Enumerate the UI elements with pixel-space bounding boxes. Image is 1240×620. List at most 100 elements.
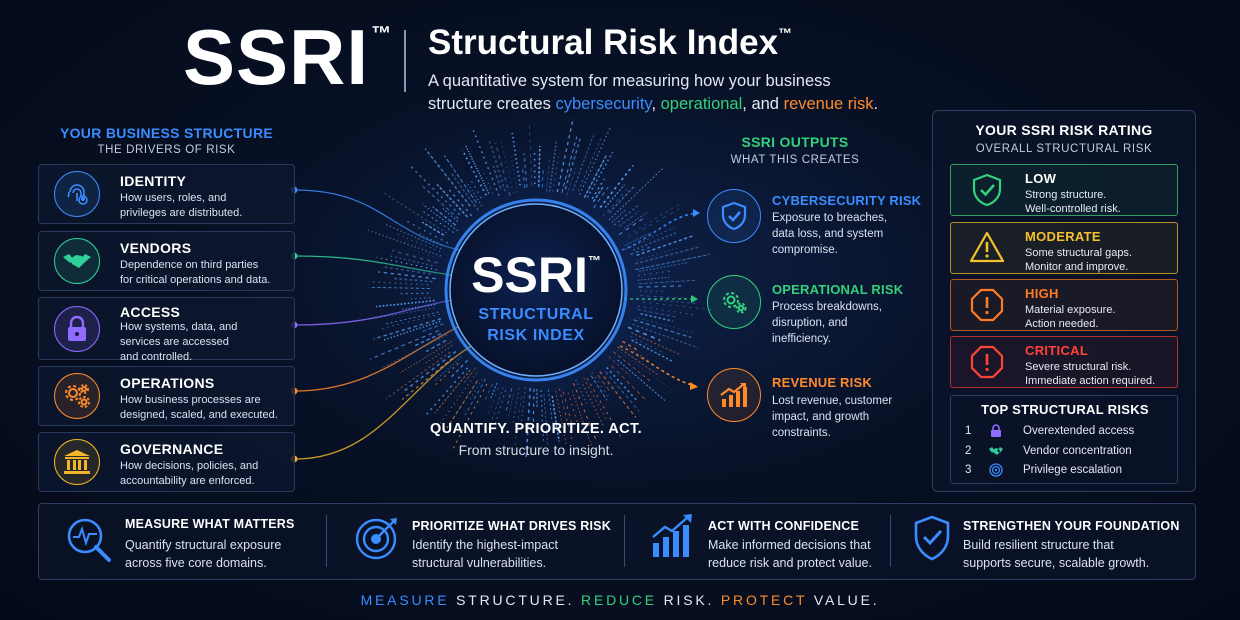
burst-ray bbox=[513, 396, 522, 451]
burst-ray bbox=[376, 256, 438, 271]
outputs-heading: SSRI OUTPUTS bbox=[741, 134, 849, 150]
top-risk-row[interactable]: 3 Privilege escalation bbox=[965, 463, 1123, 477]
rating-level-title: HIGH bbox=[1025, 286, 1059, 301]
burst-ray bbox=[545, 157, 551, 192]
driver-card-identity[interactable]: IDENTITY How users, roles, and privileges… bbox=[38, 164, 295, 224]
rating-level-desc: Material exposure. Action needed. bbox=[1025, 304, 1116, 330]
burst-ray bbox=[375, 299, 435, 308]
burst-ray bbox=[378, 271, 436, 280]
burst-ray bbox=[528, 122, 533, 186]
handshake-icon bbox=[989, 447, 1003, 455]
footer-tagline: MEASURE STRUCTURE. REDUCE RISK. PROTECT … bbox=[360, 592, 880, 608]
burst-ray bbox=[537, 145, 541, 187]
burst-ray bbox=[575, 379, 588, 404]
burst-ray bbox=[532, 388, 535, 426]
driver-desc: How systems, data, and services are acces… bbox=[120, 321, 238, 363]
top-risks-box: TOP STRUCTURAL RISKS 1 Overextended acce… bbox=[950, 395, 1178, 484]
burst-ray bbox=[583, 377, 607, 421]
burst-ray bbox=[400, 304, 436, 311]
burst-ray bbox=[421, 322, 445, 333]
output-title-revenue: REVENUE RISK bbox=[772, 375, 872, 390]
output-desc-revenue: Lost revenue, customer impact, and growth… bbox=[772, 395, 893, 439]
shield-check-icon bbox=[914, 515, 950, 561]
rating-high[interactable]: HIGH Material exposure. Action needed. bbox=[950, 279, 1178, 331]
burst-ray bbox=[552, 154, 560, 192]
burst-ray bbox=[632, 232, 676, 251]
burst-ray bbox=[407, 297, 431, 300]
burst-ray bbox=[592, 185, 605, 203]
driver-card-governance[interactable]: GOVERNANCE How decisions, policies, and a… bbox=[38, 432, 295, 492]
burst-ray bbox=[484, 383, 493, 402]
driver-title: ACCESS bbox=[120, 304, 181, 320]
burst-ray bbox=[604, 371, 640, 412]
burst-ray bbox=[487, 386, 504, 432]
shield-check-icon bbox=[972, 173, 1002, 207]
burst-ray bbox=[487, 387, 499, 417]
top-risk-row[interactable]: 2 Vendor concentration bbox=[965, 445, 1132, 457]
burst-ray bbox=[547, 389, 553, 423]
burst-ray bbox=[424, 148, 471, 207]
burst-ray bbox=[407, 163, 461, 216]
risk-rating-panel bbox=[932, 110, 1196, 492]
driver-card-operations[interactable]: OPERATIONS How business processes are des… bbox=[38, 366, 295, 426]
burst-ray bbox=[434, 369, 471, 414]
burst-ray bbox=[618, 217, 645, 235]
burst-ray bbox=[510, 156, 519, 193]
burst-ray bbox=[488, 141, 506, 192]
burst-ray bbox=[505, 388, 513, 413]
burst-ray bbox=[421, 185, 459, 220]
burst-ray bbox=[608, 356, 631, 377]
burst-ray bbox=[613, 351, 651, 382]
burst-ray bbox=[556, 117, 574, 193]
benefit-desc: Identify the highest-impact structural vu… bbox=[412, 538, 558, 570]
burst-ray bbox=[401, 350, 457, 394]
top-risk-row[interactable]: 1 Overextended access bbox=[965, 424, 1135, 437]
benefit-title: PRIORITIZE WHAT DRIVES RISK bbox=[412, 519, 611, 533]
driver-desc: How decisions, policies, and accountabili… bbox=[120, 460, 259, 487]
driver-card-vendors[interactable]: VENDORS Dependence on third parties for c… bbox=[38, 231, 295, 291]
burst-ray bbox=[630, 336, 662, 353]
burst-ray bbox=[604, 184, 625, 208]
burst-ray bbox=[521, 168, 526, 189]
burst-ray bbox=[443, 155, 477, 203]
driver-title: VENDORS bbox=[120, 240, 192, 256]
burst-ray bbox=[637, 309, 676, 318]
core-tagline-sub: From structure to insight. bbox=[458, 442, 614, 458]
rating-low[interactable]: LOW Strong structure. Well-controlled ris… bbox=[950, 164, 1178, 216]
burst-ray bbox=[391, 249, 438, 264]
rating-level-desc: Strong structure. Well-controlled risk. bbox=[1025, 189, 1121, 215]
burst-ray bbox=[640, 312, 673, 322]
rating-subheading: OVERALL STRUCTURAL RISK bbox=[975, 143, 1153, 155]
burst-ray bbox=[551, 395, 560, 442]
burst-ray bbox=[471, 127, 500, 196]
burst-ray bbox=[555, 391, 567, 447]
burst-ray bbox=[395, 233, 441, 252]
burst-ray bbox=[507, 394, 514, 419]
core-tagline: QUANTIFY. PRIORITIZE. ACT. bbox=[429, 421, 643, 437]
burst-ray bbox=[627, 326, 661, 342]
rating-level-desc: Severe structural risk. Immediate action … bbox=[1025, 361, 1156, 387]
burst-ray bbox=[564, 138, 581, 190]
burst-ray bbox=[617, 359, 666, 401]
handshake-icon bbox=[54, 238, 100, 284]
gears-icon bbox=[54, 373, 100, 419]
rating-level-title: CRITICAL bbox=[1025, 343, 1089, 358]
driver-card-access[interactable]: ACCESS How systems, data, and services ar… bbox=[38, 297, 295, 363]
rating-critical[interactable]: CRITICAL Severe structural risk. Immediat… bbox=[950, 336, 1178, 388]
burst-ray bbox=[608, 167, 664, 221]
burst-ray bbox=[393, 277, 433, 283]
burst-ray bbox=[624, 231, 652, 247]
burst-ray bbox=[401, 357, 453, 400]
burst-ray bbox=[623, 211, 648, 229]
driver-desc: How users, roles, and privileges are dist… bbox=[120, 192, 243, 219]
brand-logo: SSRI ™ bbox=[183, 13, 393, 101]
burst-ray bbox=[541, 168, 544, 188]
burst-ray bbox=[368, 280, 429, 286]
driver-title: GOVERNANCE bbox=[120, 441, 224, 457]
benefit-title: ACT WITH CONFIDENCE bbox=[708, 519, 860, 533]
burst-ray bbox=[493, 390, 507, 429]
burst-ray bbox=[633, 319, 692, 339]
rating-moderate[interactable]: MODERATE Some structural gaps. Monitor an… bbox=[950, 222, 1178, 274]
burst-ray bbox=[461, 149, 487, 196]
institution-icon bbox=[54, 439, 100, 485]
